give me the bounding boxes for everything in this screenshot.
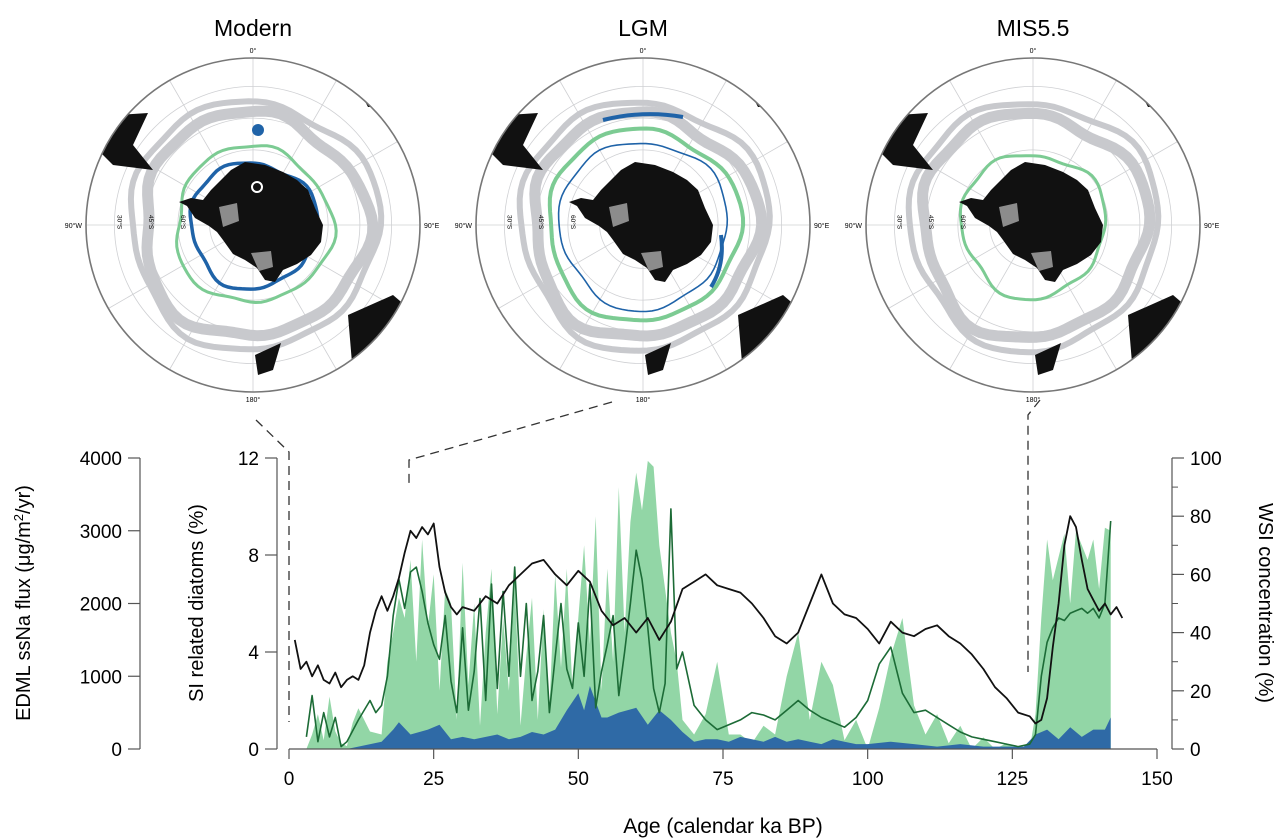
meridian-label-0: 0° bbox=[640, 47, 647, 55]
time-series-chart: 0 25 50 75 100 125 150 Age (calendar ka BP) 0 100… bbox=[11, 449, 1277, 838]
core-site-marker bbox=[252, 124, 264, 136]
latitude-label: 60°S bbox=[959, 215, 967, 230]
meridian-label-90w: 90°W bbox=[65, 222, 83, 230]
winter-sea-ice-edge bbox=[958, 154, 1108, 302]
x-axis-label: Age (calendar ka BP) bbox=[623, 815, 823, 838]
connector-lgm bbox=[408, 401, 613, 486]
latitude-label: 30°S bbox=[895, 215, 903, 230]
latitude-label: 60°S bbox=[569, 215, 577, 230]
meridian-label-180: 180° bbox=[636, 396, 651, 404]
polar-map-modern: Modern 0° 180° 90°W 90°E 30°S 45°S 60°S bbox=[65, 15, 440, 404]
ronne-ice-shelf bbox=[999, 203, 1019, 227]
y-axis-1: 0 4 8 12 bbox=[238, 449, 278, 761]
ross-ice-shelf bbox=[1031, 251, 1053, 271]
frontal-zone-band bbox=[529, 106, 768, 342]
x-tick-label: 25 bbox=[423, 769, 444, 790]
frontal-zone-band bbox=[127, 98, 385, 353]
y-axis-label-wsi: WSI concentration (%) bbox=[1254, 503, 1276, 703]
y-axis-2: 0 20 40 60 80 100 bbox=[1171, 449, 1222, 761]
meridian-label-90e: 90°E bbox=[1204, 222, 1220, 230]
y-tick-label: 2000 bbox=[80, 595, 122, 616]
meridian-label-0: 0° bbox=[1030, 47, 1037, 55]
new-zealand-landmass bbox=[1035, 343, 1061, 375]
antarctica-landmass bbox=[569, 162, 713, 282]
x-tick-label: 150 bbox=[1141, 769, 1173, 790]
meridian-label-90e: 90°E bbox=[814, 222, 830, 230]
latitude-label: 30°S bbox=[505, 215, 513, 230]
map-outline bbox=[475, 57, 811, 393]
map-title: Modern bbox=[214, 15, 292, 41]
latitude-label: 45°S bbox=[537, 215, 545, 230]
connector-modern bbox=[255, 419, 290, 722]
y-tick-label: 40 bbox=[1190, 624, 1211, 645]
meridian-label-90w: 90°W bbox=[845, 222, 863, 230]
y-tick-label: 8 bbox=[248, 546, 259, 567]
ronne-ice-shelf bbox=[219, 203, 239, 227]
x-tick-label: 0 bbox=[284, 769, 295, 790]
new-zealand-landmass bbox=[255, 343, 281, 375]
map-title: MIS5.5 bbox=[997, 15, 1070, 41]
frontal-zone-band bbox=[917, 107, 1156, 343]
y-tick-label: 0 bbox=[111, 740, 122, 761]
y-axis-0: 0 1000 2000 3000 4000 bbox=[80, 449, 141, 761]
y-tick-label: 4 bbox=[248, 643, 259, 664]
ssna-flux-line-series bbox=[293, 515, 1124, 725]
map-outline bbox=[865, 57, 1201, 393]
polar-map-mis55: MIS5.5 0° 180° 90°W 90°E 30°S 45°S 60°S bbox=[845, 15, 1220, 404]
map-title: LGM bbox=[618, 15, 668, 41]
y-tick-label: 80 bbox=[1190, 507, 1211, 528]
x-tick-label: 100 bbox=[852, 769, 884, 790]
frontal-zone-band bbox=[141, 105, 379, 342]
y-tick-label: 3000 bbox=[80, 522, 122, 543]
si-diatom-line-series bbox=[305, 508, 1112, 748]
winter-sea-ice-edge bbox=[175, 144, 338, 305]
x-tick-label: 50 bbox=[568, 769, 589, 790]
polar-map-lgm: LGM 0° 180° 90°W 90°E 30°S 45°S 60°S bbox=[455, 15, 830, 404]
summer-sea-ice-edge-bold bbox=[602, 112, 684, 122]
y-axis-label-diatoms: SI related diatoms (%) bbox=[186, 504, 208, 702]
meridian-label-180: 180° bbox=[1026, 396, 1041, 404]
latitude-label: 30°S bbox=[115, 215, 123, 230]
meridian-label-90w: 90°W bbox=[455, 222, 473, 230]
winter-sea-ice-edge bbox=[547, 126, 746, 323]
frontal-zone-band bbox=[905, 101, 1162, 356]
connector-lines bbox=[255, 399, 1041, 722]
y-axis-label-ssna: EDML ssNa flux (μg/m2/yr) bbox=[11, 485, 36, 721]
polar-maps: Modern 0° 180° 90°W 90°E 30°S 45°S 60°S LGM 0° 180… bbox=[65, 15, 1220, 404]
y-tick-label: 0 bbox=[1190, 740, 1201, 761]
wsi-area-series bbox=[306, 460, 1111, 749]
y-tick-label: 60 bbox=[1190, 565, 1211, 586]
y-tick-label: 100 bbox=[1190, 449, 1222, 470]
ross-ice-shelf bbox=[641, 251, 663, 271]
latitude-label: 60°S bbox=[179, 215, 187, 230]
new-zealand-landmass bbox=[645, 343, 671, 375]
connector-mis55 bbox=[1027, 399, 1041, 672]
antarctica-landmass bbox=[959, 162, 1103, 282]
antarctica-landmass bbox=[179, 162, 323, 282]
map-outline bbox=[85, 57, 421, 393]
ross-ice-shelf bbox=[251, 251, 273, 271]
x-tick-label: 75 bbox=[712, 769, 733, 790]
meridian-label-180: 180° bbox=[246, 396, 261, 404]
meridian-label-90e: 90°E bbox=[424, 222, 440, 230]
latitude-label: 45°S bbox=[147, 215, 155, 230]
y-tick-label: 12 bbox=[238, 449, 259, 470]
latitude-label: 45°S bbox=[927, 215, 935, 230]
y-tick-label: 4000 bbox=[80, 449, 122, 470]
y-tick-label: 20 bbox=[1190, 682, 1211, 703]
edml-site-marker bbox=[251, 181, 263, 193]
meridian-label-0: 0° bbox=[250, 47, 257, 55]
y-tick-label: 1000 bbox=[80, 667, 122, 688]
y-tick-label: 0 bbox=[248, 740, 259, 761]
ronne-ice-shelf bbox=[609, 203, 629, 227]
frontal-zone-band bbox=[516, 99, 773, 354]
summer-sea-ice-edge-bold bbox=[709, 234, 724, 289]
x-tick-label: 125 bbox=[996, 769, 1028, 790]
summer-sea-ice-edge bbox=[557, 142, 729, 313]
